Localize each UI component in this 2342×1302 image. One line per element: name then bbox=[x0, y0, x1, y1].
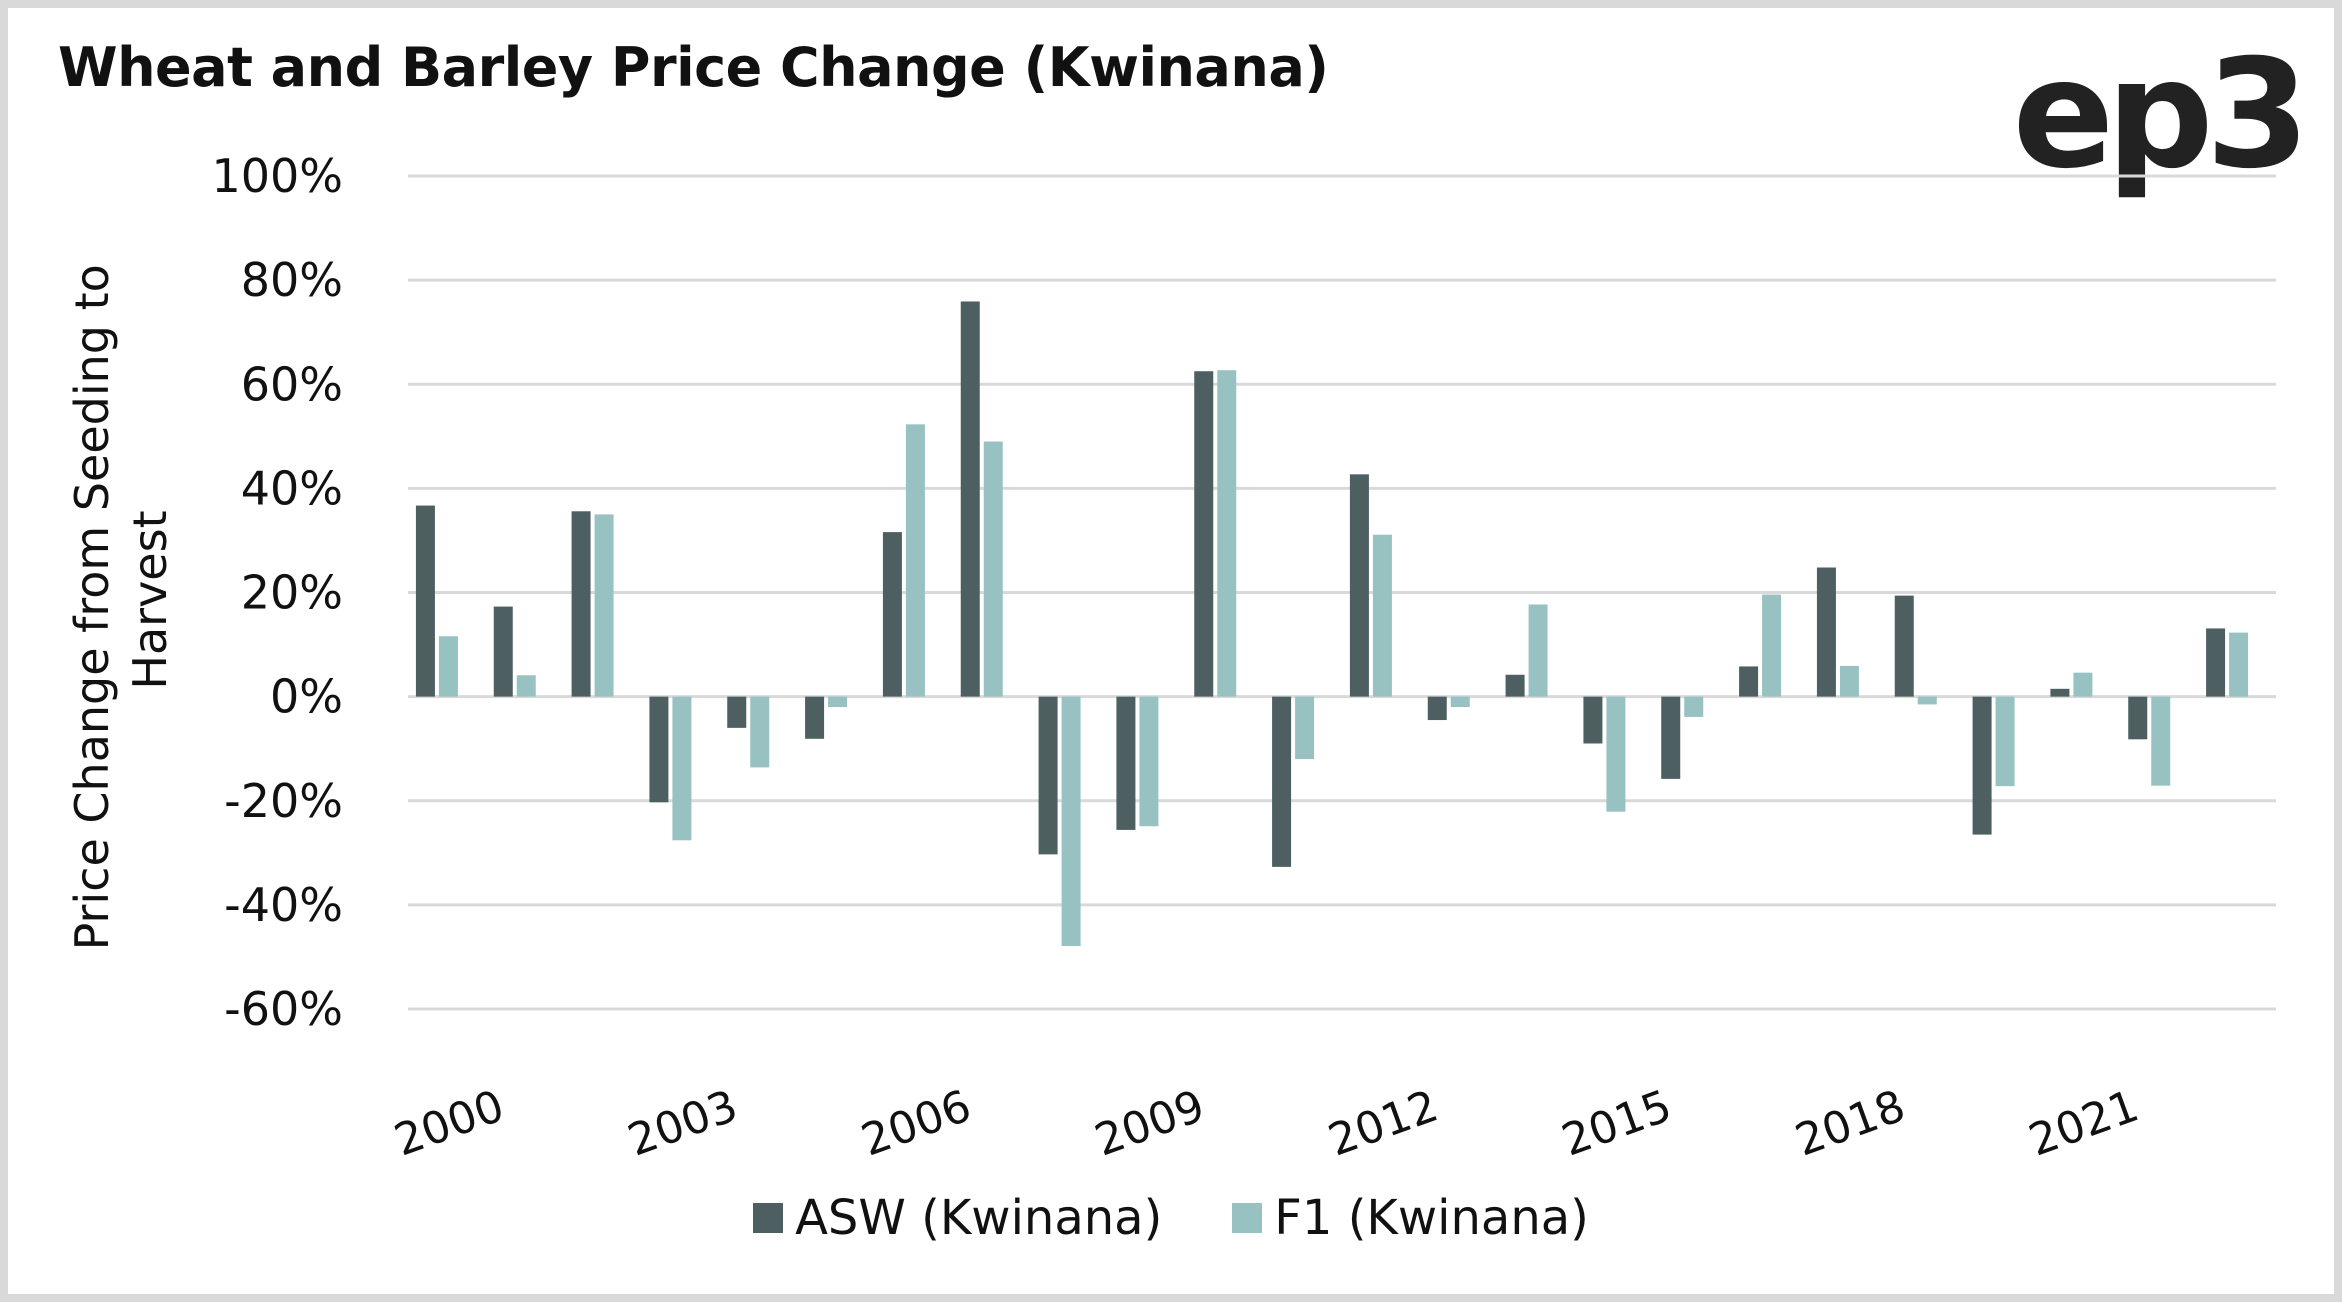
bar-asw-2022 bbox=[2128, 696, 2148, 740]
bar-f1-2008 bbox=[1061, 696, 1081, 947]
bar-f1-2009 bbox=[1139, 696, 1159, 827]
y-axis-title-line-2: Harvest bbox=[123, 510, 177, 689]
bar-asw-2000 bbox=[415, 505, 435, 697]
y-tick-label: 60% bbox=[241, 357, 343, 411]
bar-f1-2023 bbox=[2229, 632, 2249, 697]
bar-asw-2023 bbox=[2206, 628, 2226, 697]
bar-asw-2002 bbox=[571, 511, 591, 697]
bar-f1-2018 bbox=[1839, 665, 1859, 697]
bar-f1-2003 bbox=[672, 696, 692, 841]
bar-f1-2007 bbox=[983, 441, 1003, 697]
x-tick-label: 2006 bbox=[855, 1080, 978, 1166]
bar-f1-2017 bbox=[1762, 594, 1782, 697]
bar-asw-2012 bbox=[1349, 474, 1369, 697]
bar-f1-2006 bbox=[905, 424, 925, 697]
bar-f1-2016 bbox=[1684, 696, 1704, 717]
bar-asw-2016 bbox=[1661, 696, 1681, 779]
bar-asw-2010 bbox=[1194, 371, 1214, 697]
bar-asw-2011 bbox=[1272, 696, 1292, 867]
x-tick-label: 2021 bbox=[2023, 1080, 2146, 1166]
bar-f1-2015 bbox=[1606, 696, 1626, 812]
bar-asw-2021 bbox=[2050, 688, 2070, 697]
bar-asw-2007 bbox=[960, 301, 980, 697]
bar-asw-2006 bbox=[882, 532, 902, 697]
bar-asw-2014 bbox=[1505, 674, 1525, 697]
bar-asw-2020 bbox=[1972, 696, 1992, 835]
bar-f1-2000 bbox=[438, 636, 458, 697]
y-axis-title-line-1: Price Change from Seeding to bbox=[65, 264, 119, 950]
legend: ASW (Kwinana) F1 (Kwinana) bbox=[0, 1190, 2342, 1246]
x-tick-label: 2003 bbox=[622, 1080, 745, 1166]
bar-asw-2009 bbox=[1116, 696, 1136, 830]
y-tick-label: -20% bbox=[224, 774, 343, 828]
bar-f1-2022 bbox=[2151, 696, 2171, 786]
legend-item-asw[interactable]: ASW (Kwinana) bbox=[753, 1190, 1162, 1246]
bar-asw-2017 bbox=[1739, 666, 1759, 697]
ep3-logo: ep3 bbox=[2012, 28, 2310, 202]
bar-asw-2003 bbox=[649, 696, 669, 803]
bar-f1-2012 bbox=[1372, 534, 1392, 697]
bar-asw-2004 bbox=[727, 696, 747, 728]
bar-asw-2005 bbox=[805, 696, 825, 739]
bars bbox=[415, 301, 2249, 947]
y-axis-ticks: 100% 80% 60% 40% 20% 0% -20% -40% -60% bbox=[211, 149, 343, 1036]
bar-asw-2018 bbox=[1816, 567, 1836, 697]
bar-asw-2013 bbox=[1427, 696, 1447, 721]
legend-swatch-asw bbox=[753, 1203, 784, 1233]
bar-asw-2001 bbox=[493, 606, 513, 697]
bar-f1-2004 bbox=[750, 696, 770, 768]
bar-f1-2002 bbox=[594, 514, 614, 697]
x-tick-label: 2009 bbox=[1089, 1080, 1212, 1166]
y-tick-label: 40% bbox=[241, 461, 343, 515]
bar-asw-2008 bbox=[1038, 696, 1058, 855]
bar-asw-2019 bbox=[1894, 595, 1914, 697]
chart-title: Wheat and Barley Price Change (Kwinana) bbox=[58, 36, 1329, 99]
legend-swatch-f1 bbox=[1232, 1203, 1263, 1233]
y-axis-title: Price Change from Seeding to Harvest bbox=[65, 250, 177, 951]
legend-label-asw: ASW (Kwinana) bbox=[795, 1190, 1163, 1246]
y-tick-label: -60% bbox=[224, 982, 343, 1036]
y-tick-label: 0% bbox=[270, 670, 343, 724]
bar-f1-2010 bbox=[1217, 370, 1237, 697]
x-tick-label: 2018 bbox=[1789, 1080, 1912, 1166]
bar-f1-2011 bbox=[1295, 696, 1315, 760]
bar-f1-2013 bbox=[1450, 696, 1470, 708]
bar-f1-2014 bbox=[1528, 604, 1548, 697]
x-tick-label: 2000 bbox=[388, 1080, 511, 1166]
legend-label-f1: F1 (Kwinana) bbox=[1274, 1190, 1589, 1246]
gridlines bbox=[408, 174, 2276, 1011]
x-axis-ticks: 2000 2003 2006 2009 2012 2015 2018 2021 bbox=[388, 1080, 2145, 1166]
legend-item-f1[interactable]: F1 (Kwinana) bbox=[1232, 1190, 1589, 1246]
x-tick-label: 2015 bbox=[1556, 1080, 1679, 1166]
bar-f1-2019 bbox=[1917, 696, 1937, 705]
y-tick-label: -40% bbox=[224, 878, 343, 932]
bar-f1-2005 bbox=[828, 696, 848, 708]
x-tick-label: 2012 bbox=[1322, 1080, 1445, 1166]
y-tick-label: 20% bbox=[241, 566, 343, 620]
y-tick-label: 100% bbox=[211, 149, 343, 203]
y-tick-label: 80% bbox=[241, 253, 343, 307]
bar-asw-2015 bbox=[1583, 696, 1603, 744]
bar-f1-2001 bbox=[516, 675, 536, 697]
bar-f1-2021 bbox=[2073, 672, 2093, 697]
bar-f1-2020 bbox=[1995, 696, 2015, 787]
